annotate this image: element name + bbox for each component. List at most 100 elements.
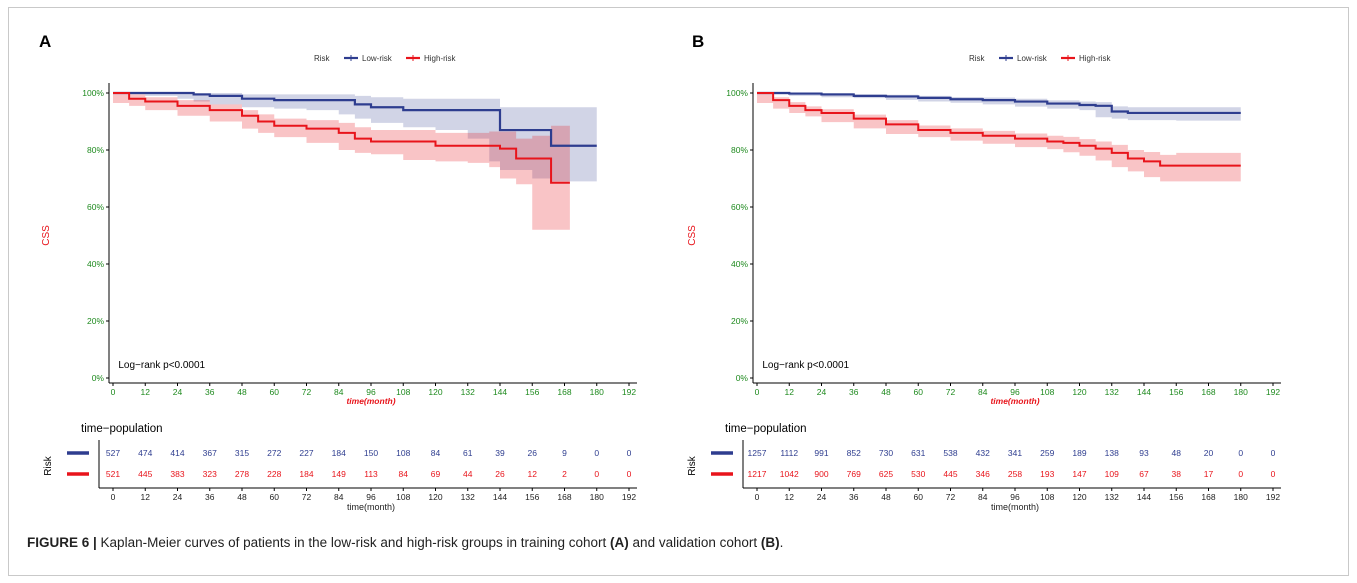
risk-count-high: 17 [1204,469,1214,479]
risk-x-tick-label: 156 [1169,492,1183,502]
risk-count-high: 0 [1238,469,1243,479]
risk-x-tick-label: 12 [785,492,795,502]
x-tick-label: 180 [1234,387,1248,397]
x-tick-label: 48 [881,387,891,397]
risk-count-high: 84 [399,469,409,479]
risk-table-title: time−population [81,423,163,435]
x-tick-label: 12 [141,387,151,397]
y-tick-label: 80% [731,145,748,155]
curve-high-risk [113,92,570,184]
risk-count-high: 0 [627,469,632,479]
x-tick-label: 108 [1040,387,1054,397]
legend: Risk Low-risk High-risk [969,54,1112,63]
risk-count-high: 12 [528,469,538,479]
risk-x-tick-label: 0 [755,492,760,502]
risk-count-high: 625 [879,469,893,479]
risk-x-tick-label: 96 [366,492,376,502]
risk-count-high: 258 [1008,469,1022,479]
y-tick-label: 100% [82,88,104,98]
risk-x-tick-label: 108 [396,492,410,502]
risk-count-high: 346 [976,469,990,479]
risk-count-high: 67 [1139,469,1149,479]
risk-x-tick-label: 96 [1010,492,1020,502]
risk-count-low: 259 [1040,448,1054,458]
risk-table-title: time−population [725,423,807,435]
risk-count-low: 184 [332,448,346,458]
y-tick-label: 40% [731,259,748,269]
y-tick-label: 100% [726,88,748,98]
x-tick-label: 96 [366,387,376,397]
risk-x-tick-label: 108 [1040,492,1054,502]
legend: Risk Low-risk High-risk [314,54,457,63]
x-tick-label: 192 [622,387,636,397]
x-tick-label: 132 [461,387,475,397]
legend-title: Risk [314,54,331,63]
legend-low-label: Low-risk [362,54,393,63]
risk-x-tick-label: 144 [493,492,507,502]
risk-x-tick-label: 132 [1105,492,1119,502]
risk-count-high: 184 [299,469,313,479]
risk-count-high: 149 [332,469,346,479]
risk-count-high: 769 [847,469,861,479]
risk-count-high: 44 [463,469,473,479]
panel-label: A [39,32,51,51]
risk-x-tick-label: 60 [270,492,280,502]
risk-count-high: 109 [1105,469,1119,479]
risk-x-tick-label: 0 [111,492,116,502]
y-tick-label: 20% [731,316,748,326]
km-panel-a: A Risk Low-risk High-risk 0% 20% 40% 60% 80% 100%… [39,32,637,512]
risk-count-low: 730 [879,448,893,458]
caption-text-2: and validation cohort [628,535,761,550]
km-panel-b: B Risk Low-risk High-risk 0% 20% 40% 60% 80% 100%… [687,32,1281,512]
risk-x-tick-label: 48 [237,492,247,502]
risk-count-high: 521 [106,469,120,479]
logrank-annotation: Log−rank p<0.0001 [118,360,205,371]
risk-table: time−population Risk 1257 1217 0 1112 1042 12 99… [687,423,1281,512]
risk-x-tick-label: 192 [622,492,636,502]
risk-x-tick-label: 72 [946,492,956,502]
x-tick-label: 96 [1010,387,1020,397]
risk-count-low: 341 [1008,448,1022,458]
risk-x-tick-label: 12 [141,492,151,502]
km-figure: A Risk Low-risk High-risk 0% 20% 40% 60% 80% 100%… [39,32,1281,512]
risk-count-low: 432 [976,448,990,458]
x-tick-label: 72 [946,387,956,397]
x-tick-label: 156 [1169,387,1183,397]
risk-count-low: 0 [1238,448,1243,458]
risk-count-low: 991 [814,448,828,458]
x-tick-label: 0 [755,387,760,397]
ci-band-low-risk [757,93,1241,121]
risk-count-low: 150 [364,448,378,458]
risk-count-high: 445 [138,469,152,479]
risk-x-tick-label: 168 [1201,492,1215,502]
risk-count-low: 631 [911,448,925,458]
risk-count-low: 9 [562,448,567,458]
risk-count-low: 414 [170,448,184,458]
risk-count-low: 20 [1204,448,1214,458]
x-tick-label: 60 [914,387,924,397]
x-tick-label: 36 [205,387,215,397]
risk-x-tick-label: 72 [302,492,312,502]
risk-count-low: 367 [203,448,217,458]
y-tick-label: 40% [87,259,104,269]
x-tick-label: 0 [111,387,116,397]
y-tick-label: 0% [736,373,749,383]
x-tick-label: 156 [525,387,539,397]
risk-count-high: 0 [594,469,599,479]
risk-count-high: 69 [431,469,441,479]
risk-count-high: 228 [267,469,281,479]
risk-count-low: 852 [847,448,861,458]
y-tick-label: 60% [87,202,104,212]
caption-text-1: Kaplan-Meier curves of patients in the l… [96,535,611,550]
x-tick-label: 144 [493,387,507,397]
legend-high-label: High-risk [424,54,457,63]
risk-count-low: 474 [138,448,152,458]
x-tick-label: 48 [237,387,247,397]
legend-high-label: High-risk [1079,54,1112,63]
x-tick-label: 132 [1105,387,1119,397]
risk-x-tick-label: 60 [914,492,924,502]
risk-x-tick-label: 48 [881,492,891,502]
risk-x-tick-label: 192 [1266,492,1280,502]
y-tick-label: 60% [731,202,748,212]
risk-count-low: 538 [943,448,957,458]
